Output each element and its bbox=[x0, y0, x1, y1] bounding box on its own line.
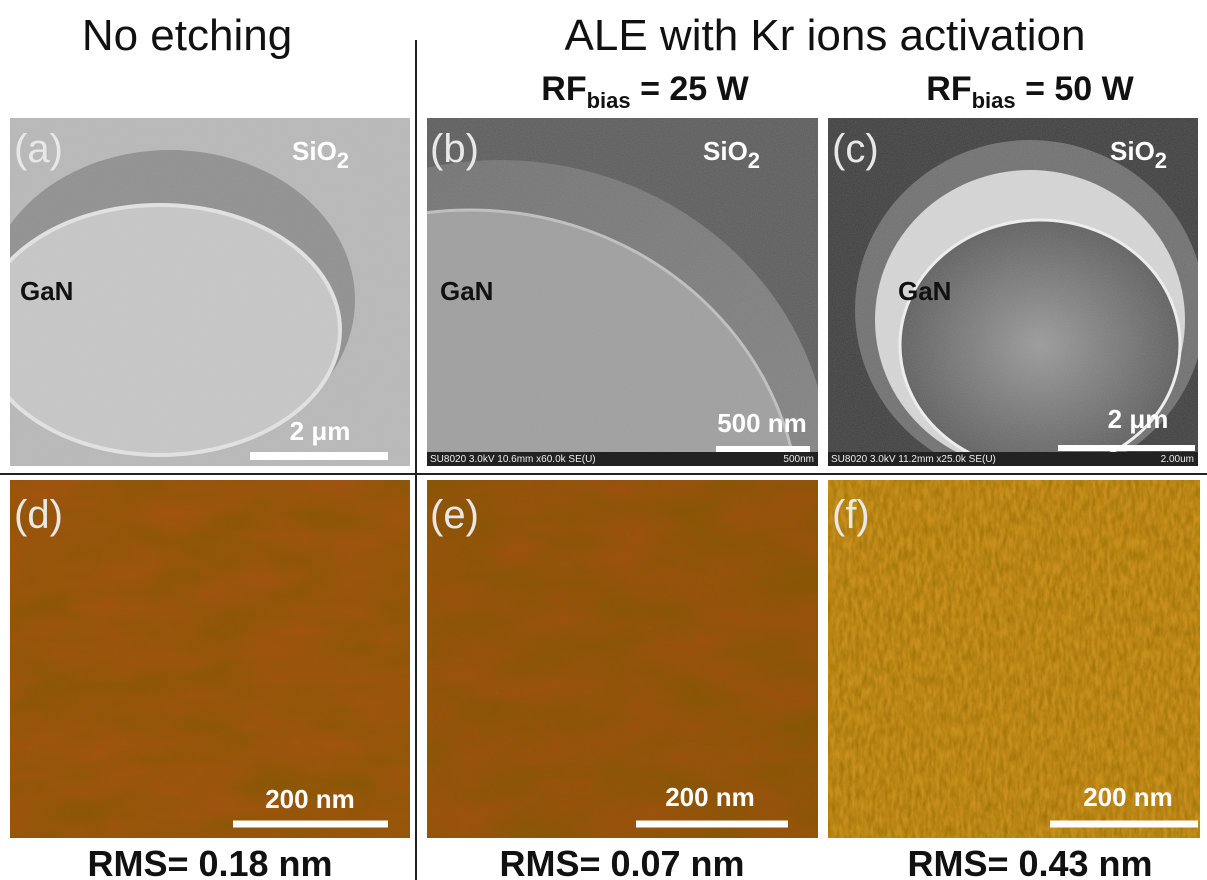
scale-bar-label: 500 nm bbox=[717, 408, 807, 438]
panel-label: (a) bbox=[14, 127, 63, 171]
condition-rest: = 50 W bbox=[1016, 70, 1135, 108]
oxide-base: SiO bbox=[703, 136, 748, 166]
scale-bar-label: 2 μm bbox=[1108, 404, 1169, 434]
panel-label: (c) bbox=[832, 127, 879, 171]
column-title: ALE with Kr ions activation bbox=[565, 11, 1086, 60]
scale-bar-label: 200 nm bbox=[265, 784, 355, 814]
panel-label: (e) bbox=[430, 493, 479, 537]
condition-sub: bias bbox=[972, 88, 1016, 113]
scale-bar-label: 200 nm bbox=[1083, 782, 1173, 812]
rms-value: RMS= 0.43 nm bbox=[907, 843, 1152, 880]
condition-sub: bias bbox=[587, 88, 631, 113]
sem-info: SU8020 3.0kV 10.6mm x60.0k SE(U) bbox=[430, 454, 596, 465]
oxide-sub: 2 bbox=[337, 148, 349, 173]
material-label: GaN bbox=[898, 276, 951, 306]
condition: RFbias = 50 W bbox=[926, 70, 1134, 113]
condition-base: RF bbox=[541, 70, 586, 108]
rms-value: RMS= 0.18 nm bbox=[87, 843, 332, 880]
panel-label: (d) bbox=[14, 493, 63, 537]
oxide-sub: 2 bbox=[1155, 148, 1167, 173]
oxide-base: SiO bbox=[1110, 136, 1155, 166]
oxide-base: SiO bbox=[292, 136, 337, 166]
condition-rest: = 25 W bbox=[631, 70, 750, 108]
condition-base: RF bbox=[926, 70, 971, 108]
afm-image bbox=[427, 480, 818, 838]
sem-info: 2.00um bbox=[1161, 454, 1194, 465]
oxide-sub: 2 bbox=[748, 148, 760, 173]
figure: No etching ALE with Kr ions activation R… bbox=[0, 0, 1207, 880]
sem-info: 500nm bbox=[783, 454, 814, 465]
condition: RFbias = 25 W bbox=[541, 70, 749, 113]
rms-value: RMS= 0.07 nm bbox=[499, 843, 744, 880]
sem-info: SU8020 3.0kV 11.2mm x25.0k SE(U) bbox=[831, 454, 996, 465]
material-label: GaN bbox=[20, 276, 73, 306]
material-label: GaN bbox=[440, 276, 493, 306]
panel-label: (b) bbox=[430, 127, 479, 171]
column-title: No etching bbox=[82, 11, 292, 60]
scale-bar-label: 2 μm bbox=[290, 416, 351, 446]
panel-label: (f) bbox=[832, 493, 870, 537]
scale-bar-label: 200 nm bbox=[665, 782, 755, 812]
